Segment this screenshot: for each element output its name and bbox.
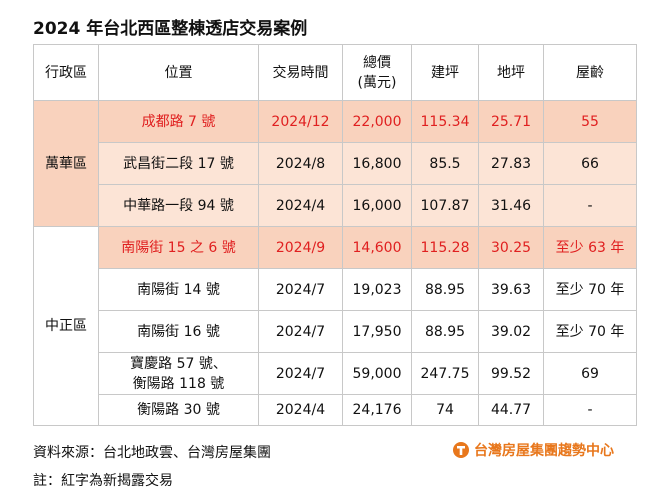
table-cell: 2024/7	[258, 352, 343, 395]
table-cell: 55	[543, 100, 637, 143]
table-row: 寶慶路 57 號、 衡陽路 118 號 2024/7 59,000 247.75 99.5…	[34, 352, 637, 395]
district-cell: 中正區	[33, 226, 99, 426]
table: 行政區 位置 交易時間 總價 (萬元) 建坪 地坪 屋齡 萬華區 成都路 7 號 2024/12 2…	[33, 44, 637, 426]
cell-line: (萬元)	[357, 74, 397, 91]
table-cell: 16,000	[342, 184, 412, 227]
table-row: 中華路一段 94 號 2024/4 16,000 107.87 31.46-	[34, 184, 637, 227]
table-cell: 74	[411, 394, 479, 426]
column-header: 屋齡	[543, 44, 637, 101]
table-cell: 2024/4	[258, 394, 343, 426]
logo: 台灣房屋集團趨勢中心	[452, 440, 614, 460]
table-cell: 39.02	[478, 310, 544, 353]
table-cell: 14,600	[342, 226, 412, 269]
table-cell: 南陽街 15 之 6 號	[98, 226, 259, 269]
table-cell: 39.63	[478, 268, 544, 311]
table-row: 衡陽路 30 號 2024/4 24,176 74 44.77-	[34, 394, 637, 426]
table-cell: 22,000	[342, 100, 412, 143]
table-cell: 成都路 7 號	[98, 100, 259, 143]
table-cell: 衡陽路 30 號	[98, 394, 259, 426]
column-header: 總價 (萬元)	[342, 44, 412, 101]
cell-line: 衡陽路 118 號	[132, 375, 225, 392]
table-cell: 16,800	[342, 142, 412, 185]
table-cell: 85.5	[411, 142, 479, 185]
logo-text: 台灣房屋集團趨勢中心	[474, 443, 614, 459]
source: 資料來源：台北地政雲、台灣房屋集團	[33, 445, 271, 461]
table-row: 武昌街二段 17 號 2024/8 16,800 85.5 27.83 66	[34, 142, 637, 185]
table-cell: 44.77	[478, 394, 544, 426]
column-header: 地坪	[478, 44, 544, 101]
table-cell: 30.25	[478, 226, 544, 269]
table-cell: 99.52	[478, 352, 544, 395]
table-cell: 25.71	[478, 100, 544, 143]
table-cell: 南陽街 16 號	[98, 310, 259, 353]
table-cell: 115.34	[411, 100, 479, 143]
table-cell: 至少 70 年	[543, 310, 637, 353]
table-cell: 69	[543, 352, 637, 395]
table-cell: 115.28	[411, 226, 479, 269]
table-cell: 27.83	[478, 142, 544, 185]
table-row: 萬華區 成都路 7 號 2024/12 22,000 115.34 25.71 55	[33, 100, 637, 227]
table-row: 南陽街 14 號 2024/7 19,023 88.95 39.63 至少 70 年	[34, 268, 637, 311]
cell-line: 總價	[363, 54, 391, 71]
table-cell: 31.46	[478, 184, 544, 227]
table-cell: 2024/8	[258, 142, 343, 185]
table-cell: 17,950	[342, 310, 412, 353]
district-cell: 萬華區	[33, 100, 99, 227]
header-row: 行政區 位置 交易時間 總價 (萬元) 建坪 地坪 屋齡	[33, 44, 637, 101]
table-cell: 中華路一段 94 號	[98, 184, 259, 227]
table-cell: -	[543, 184, 637, 227]
cell-line: 寶慶路 57 號、	[130, 355, 227, 372]
table-cell: 2024/7	[258, 310, 343, 353]
column-header: 行政區	[33, 44, 99, 101]
table-body: 萬華區 成都路 7 號 2024/12 22,000 115.34 25.71 55 武昌街二…	[33, 100, 637, 426]
column-header: 位置	[98, 44, 259, 101]
table-row: 中正區 南陽街 15 之 6 號 2024/9 14,600 115.28 30.25 至少…	[33, 226, 637, 426]
title: 2024 年台北西區整棟透店交易案例	[33, 19, 308, 39]
table-cell: 107.87	[411, 184, 479, 227]
table-cell: 247.75	[411, 352, 479, 395]
table-cell: 19,023	[342, 268, 412, 311]
table-cell: 2024/9	[258, 226, 343, 269]
table-cell: 59,000	[342, 352, 412, 395]
table-cell: 2024/7	[258, 268, 343, 311]
table-cell: 2024/4	[258, 184, 343, 227]
table-cell: 88.95	[411, 268, 479, 311]
column-header: 交易時間	[258, 44, 343, 101]
table-cell: 至少 70 年	[543, 268, 637, 311]
column-header: 建坪	[411, 44, 479, 101]
table-cell: 至少 63 年	[543, 226, 637, 269]
table-cell: 武昌街二段 17 號	[98, 142, 259, 185]
logo-icon	[453, 442, 469, 458]
table-cell: 2024/12	[258, 100, 343, 143]
table-row: 南陽街 16 號 2024/7 17,950 88.95 39.02 至少 70 年	[34, 310, 637, 353]
table-cell: 24,176	[342, 394, 412, 426]
table-cell: 88.95	[411, 310, 479, 353]
note: 註：紅字為新揭露交易	[33, 473, 173, 489]
table-cell: 南陽街 14 號	[98, 268, 259, 311]
table-cell: 寶慶路 57 號、 衡陽路 118 號	[98, 352, 259, 395]
table-cell: 66	[543, 142, 637, 185]
table-cell: -	[543, 394, 637, 426]
